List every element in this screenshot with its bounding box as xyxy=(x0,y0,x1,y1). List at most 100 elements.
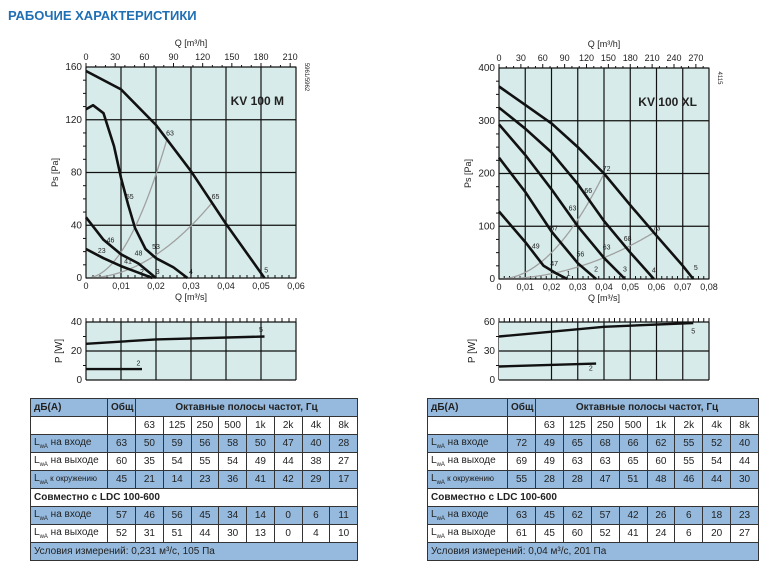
x-tick-label: 0,08 xyxy=(700,282,718,292)
bands-header: Октавные полосы частот, Гц xyxy=(535,398,759,417)
table-header-row: дБ(А) Общ Октавные полосы частот, Гц xyxy=(30,398,358,417)
band-value: 66 xyxy=(618,434,648,453)
band-value: 21 xyxy=(135,470,164,489)
curve-point-label: 56 xyxy=(576,251,584,258)
bands-header: Октавные полосы частот, Гц xyxy=(135,398,358,417)
curve-point-label: 5 xyxy=(264,268,268,275)
row-label-text: на выходе xyxy=(444,527,496,538)
curve-point-label: 4 xyxy=(652,268,656,275)
curve-point-label: 3 xyxy=(156,269,160,276)
band-label: 4k xyxy=(702,416,732,435)
row-label-text: к окружению xyxy=(444,474,494,483)
power-y-axis-title: P [W] xyxy=(54,339,65,363)
band-value: 56 xyxy=(162,506,192,525)
x2-tick-label: 90 xyxy=(168,52,178,62)
y-tick-label: 400 xyxy=(478,63,495,74)
system-curve xyxy=(499,173,605,280)
x2-tick-label: 180 xyxy=(253,52,268,62)
x-tick-label: 0 xyxy=(496,282,501,292)
band-value: 30 xyxy=(218,524,247,543)
band-value: 35 xyxy=(135,452,164,471)
band-row: 63 125 250 500 1k 2k 4k 8k xyxy=(427,416,759,435)
measurement-conditions: Условия измерений: 0,04 м³/с, 201 Па xyxy=(427,542,759,561)
x2-tick-label: 120 xyxy=(195,52,210,62)
band-label: 2k xyxy=(674,416,704,435)
x-tick-label: 0,01 xyxy=(112,281,130,291)
band-value: 49 xyxy=(246,452,275,471)
band-value: 14 xyxy=(246,506,275,525)
y-tick-label: 40 xyxy=(71,220,83,231)
band-label: 2k xyxy=(273,416,303,435)
band-label: 250 xyxy=(190,416,220,435)
y-tick-label: 0 xyxy=(76,273,82,284)
band-value: 47 xyxy=(273,434,303,453)
band-value: 52 xyxy=(702,434,732,453)
x-tick-label: 0 xyxy=(83,281,88,291)
empty-cell xyxy=(30,416,108,435)
power-curve-5 xyxy=(85,335,265,345)
band-value: 28 xyxy=(535,470,564,489)
row-label: LwA к окружению xyxy=(30,470,108,489)
total-value: 63 xyxy=(507,506,536,525)
x2-tick-label: 90 xyxy=(560,53,570,63)
row-label-text: на входе xyxy=(444,509,489,520)
band-value: 55 xyxy=(190,452,220,471)
power-curve-label: 5 xyxy=(691,329,695,336)
row-label: LwA на входе xyxy=(30,506,108,525)
plot-border xyxy=(498,67,710,280)
curve-point-label: 53 xyxy=(152,244,160,251)
band-value: 52 xyxy=(590,524,620,543)
band-label: 500 xyxy=(618,416,648,435)
row-label-text: на выходе xyxy=(444,455,496,466)
x2-tick-label: 30 xyxy=(110,52,120,62)
band-value: 65 xyxy=(562,434,592,453)
band-value: 51 xyxy=(162,524,192,543)
band-value: 44 xyxy=(273,452,303,471)
y-axis-title: Ps [Pa] xyxy=(463,159,473,188)
fan-curve-4 xyxy=(85,103,189,280)
power-y-tick-label: 0 xyxy=(76,375,82,386)
empty-cell xyxy=(507,416,536,435)
y-tick-label: 120 xyxy=(65,115,82,126)
band-value: 14 xyxy=(162,470,192,489)
band-value: 40 xyxy=(730,434,759,453)
total-value: 52 xyxy=(107,524,136,543)
curve-point-label: 57 xyxy=(550,225,558,232)
band-value: 11 xyxy=(329,506,358,525)
row-label: LwA к окружению xyxy=(427,470,508,489)
band-label: 125 xyxy=(562,416,592,435)
row-label-text: на входе xyxy=(47,509,92,520)
y-tick-label: 0 xyxy=(489,274,495,285)
curve-point-label: 63 xyxy=(603,244,611,251)
band-value: 59 xyxy=(162,434,192,453)
band-value: 40 xyxy=(301,434,331,453)
power-y-tick-label: 20 xyxy=(71,346,83,357)
power-curve-label: 2 xyxy=(137,361,141,368)
power-y-tick-label: 40 xyxy=(71,317,83,328)
band-value: 41 xyxy=(618,524,648,543)
row-label: LwA на выходе xyxy=(30,524,108,543)
band-value: 55 xyxy=(674,452,704,471)
band-value: 60 xyxy=(562,524,592,543)
row-label: LwA на выходе xyxy=(427,452,508,471)
x-tick-label: 0,03 xyxy=(569,282,587,292)
band-value: 6 xyxy=(674,524,704,543)
band-value: 23 xyxy=(190,470,220,489)
table-row: LwA на входе 63 45 62 57 42 26 6 18 23 xyxy=(427,506,759,525)
curve-point-label: 68 xyxy=(624,236,632,243)
band-value: 49 xyxy=(535,452,564,471)
band-value: 30 xyxy=(730,470,759,489)
band-value: 4 xyxy=(301,524,331,543)
y-tick-label: 80 xyxy=(71,168,83,179)
band-value: 63 xyxy=(590,452,620,471)
band-value: 44 xyxy=(190,524,220,543)
band-value: 17 xyxy=(329,470,358,489)
curve-point-label: 2 xyxy=(140,269,144,276)
power-y-tick-label: 60 xyxy=(484,317,496,328)
x2-tick-label: 240 xyxy=(666,53,681,63)
system-curve xyxy=(499,232,655,280)
band-value: 27 xyxy=(730,524,759,543)
curve-point-label: 55 xyxy=(126,194,134,201)
band-value: 42 xyxy=(618,506,648,525)
curve-point-label: 23 xyxy=(98,248,106,255)
